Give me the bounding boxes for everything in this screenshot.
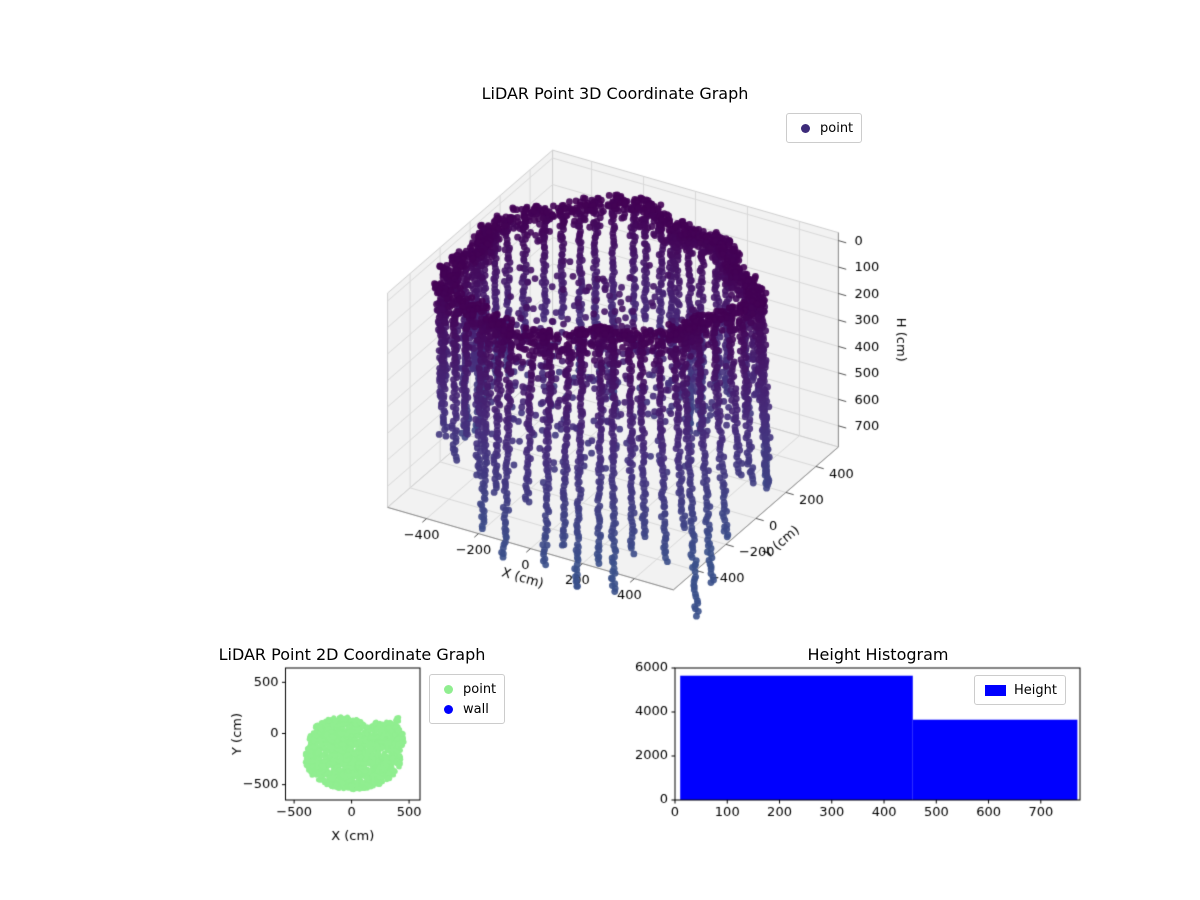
plot2d-legend-label-point: point [463, 681, 497, 697]
plot3d-legend-label-point: point [820, 120, 854, 136]
plot3d-legend-item-point: point [795, 118, 853, 138]
histogram-legend-item-height: Height [983, 680, 1057, 700]
point-marker-icon [444, 684, 453, 694]
point-marker-icon [801, 123, 810, 133]
plot3d-legend: point [786, 113, 863, 143]
plot2d-legend: point wall [429, 674, 506, 724]
plot2d-title: LiDAR Point 2D Coordinate Graph [218, 645, 486, 664]
wall-marker-icon [444, 704, 453, 714]
plot2d-legend-item-wall: wall [438, 699, 496, 719]
plot3d-title: LiDAR Point 3D Coordinate Graph [481, 84, 749, 103]
plot2d-legend-item-point: point [438, 679, 496, 699]
histogram-legend: Height [974, 675, 1066, 705]
histogram-legend-label-height: Height [1014, 682, 1057, 698]
height-patch-icon [985, 684, 1006, 696]
histogram-title: Height Histogram [807, 645, 949, 664]
plot2d-legend-label-wall: wall [463, 701, 489, 717]
